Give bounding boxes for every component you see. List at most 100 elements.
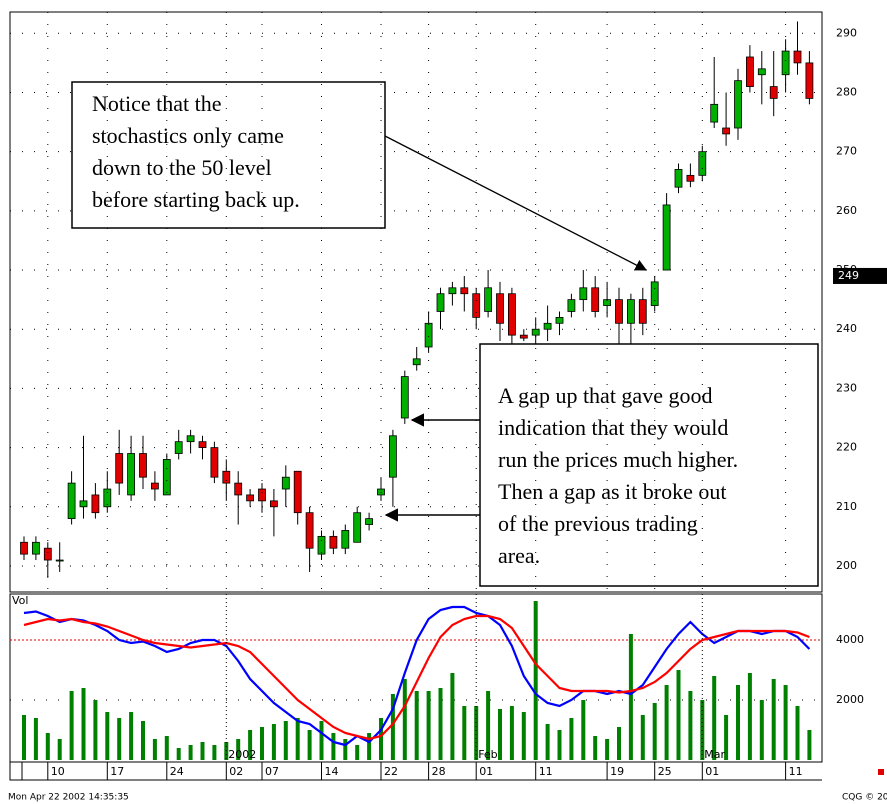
credit: CQG © 200: [842, 793, 887, 803]
y-tick-label: 270: [836, 145, 857, 158]
candle-body: [246, 494, 255, 502]
candle-body: [543, 322, 552, 330]
candle-body: [258, 488, 266, 502]
candle-body: [186, 435, 195, 443]
volume-bar: [69, 691, 74, 760]
candle-body: [627, 299, 635, 324]
status-dot: [878, 769, 884, 775]
volume-bar: [141, 721, 145, 760]
volume-bar: [22, 715, 26, 760]
y-tick-label: 2000: [836, 693, 864, 706]
volume-bar: [402, 679, 407, 760]
y-tick-label: 260: [836, 204, 857, 217]
candle-body: [269, 500, 278, 508]
x-tick-label: 22: [384, 765, 398, 778]
volume-bar: [188, 745, 193, 760]
annotation-box: [479, 343, 819, 587]
volume-bar: [474, 706, 479, 760]
volume-bar: [248, 730, 253, 760]
corner-box: [9, 761, 23, 781]
y-tick-label: 200: [836, 559, 857, 572]
volume-bar: [367, 733, 372, 760]
candle-body: [174, 441, 183, 454]
volume-bar: [450, 673, 455, 760]
candle-body: [769, 86, 778, 99]
x-tick-label: 28: [432, 765, 446, 778]
last-price-label: 249: [838, 269, 859, 282]
candle-body: [484, 287, 493, 312]
month-label: 2002: [228, 748, 256, 761]
stochastic-line: [23, 605, 811, 747]
panel-label: Vol: [12, 594, 28, 607]
x-tick-label: 07: [265, 765, 279, 778]
candle-body: [603, 299, 611, 306]
candle-body: [377, 488, 385, 496]
volume-bar: [295, 718, 300, 760]
annotation-text: of the previous trading: [498, 511, 698, 536]
annotation-text: before starting back up.: [92, 187, 300, 212]
candle-body: [781, 50, 790, 76]
candle-body: [293, 470, 302, 514]
y-tick-label: 230: [836, 381, 857, 394]
candle-body: [281, 476, 290, 490]
candle-body: [507, 293, 516, 336]
volume-bar: [331, 733, 336, 760]
timestamp: Mon Apr 22 2002 14:35:35: [8, 793, 129, 803]
x-tick-label: 11: [539, 765, 553, 778]
candle-body: [519, 334, 528, 339]
x-tick-label: 17: [110, 765, 124, 778]
volume-bar: [736, 685, 740, 760]
candle-body: [472, 293, 481, 318]
candle-body: [317, 535, 326, 555]
candle-body: [32, 541, 40, 555]
x-tick-label: 10: [51, 765, 65, 778]
candle-body: [793, 50, 802, 64]
candle-body: [650, 281, 659, 306]
candle-body: [127, 453, 135, 496]
volume-bar: [176, 748, 181, 760]
volume-bar: [236, 739, 241, 760]
candle-body: [555, 316, 564, 324]
volume-bar: [283, 721, 288, 760]
annotation-text: Then a gap as it broke out: [498, 479, 727, 504]
volume-bar: [712, 676, 717, 760]
lower-panel: [9, 593, 823, 763]
volume-bar: [617, 727, 621, 760]
candle-body: [353, 512, 362, 543]
volume-bar: [93, 700, 98, 760]
candle-body: [460, 287, 469, 295]
volume-bar: [652, 703, 657, 760]
volume-bar: [795, 706, 800, 760]
volume-bar: [81, 688, 86, 760]
volume-bar: [581, 700, 586, 760]
volume-bar: [676, 670, 681, 760]
candle-body: [531, 328, 540, 336]
y-tick-label: 210: [836, 500, 857, 513]
candle-body: [412, 358, 421, 366]
annotation-text: A gap up that gave good: [498, 383, 712, 408]
candle-body: [698, 151, 707, 176]
candle-body: [67, 482, 76, 520]
annotation-text: indication that they would: [498, 415, 728, 440]
volume-bar: [533, 601, 538, 760]
candle-body: [579, 287, 588, 301]
month-label: Feb: [478, 748, 497, 761]
volume-bar: [498, 709, 502, 760]
y-tick-label: 220: [836, 441, 857, 454]
candle-body: [638, 299, 647, 324]
candle-body: [222, 470, 231, 484]
volume-bar: [307, 730, 312, 760]
candle-body: [662, 204, 671, 271]
candle-body: [591, 287, 600, 312]
candle-body: [91, 494, 100, 514]
x-tick-label: 14: [325, 765, 339, 778]
candle-body: [710, 103, 719, 123]
volume-bar: [688, 691, 693, 760]
y-tick-label: 240: [836, 322, 857, 335]
arrow: [384, 135, 648, 271]
candle-body: [365, 518, 374, 525]
candle-body: [139, 453, 147, 478]
volume-bar: [759, 700, 764, 760]
volume-bar: [355, 745, 360, 760]
